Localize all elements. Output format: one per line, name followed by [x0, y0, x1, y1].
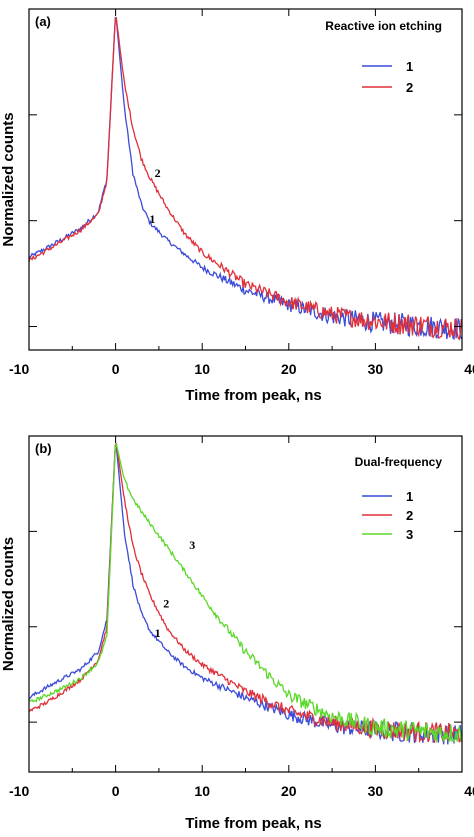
chart2-legend-label-2: 2	[406, 508, 413, 523]
chart2-x-tick-label: 20	[281, 783, 297, 799]
chart2-legend-label-3: 3	[406, 527, 413, 542]
chart2-series-3-line	[29, 443, 462, 743]
chart2-x-tick-label: 40	[464, 783, 474, 799]
chart1-x-tick-label: 40	[464, 361, 474, 377]
chart2-x-tick-label: -10	[9, 783, 29, 799]
chart1-curve-label-2: 2	[155, 166, 161, 180]
chart1-panel-label: (a)	[35, 14, 51, 29]
chart1-legend-label-2: 2	[406, 80, 413, 95]
chart2-curve-label-3: 3	[189, 538, 195, 552]
chart2-x-axis-title: Time from peak, ns	[185, 815, 321, 832]
chart2-curve-label-1: 1	[155, 626, 161, 640]
chart1-legend-label-1: 1	[406, 59, 413, 74]
chart2-series-1-line	[29, 444, 462, 745]
chart2-series-2-line	[29, 442, 462, 744]
chart2-legend-title: Dual-frequency	[355, 455, 443, 469]
chart2-panel-label: (b)	[35, 441, 52, 456]
chart1-x-tick-label: 30	[368, 361, 384, 377]
chart2-x-tick-label: 30	[368, 783, 384, 799]
chart1-curve-label-1: 1	[149, 212, 155, 226]
chart2-legend-label-1: 1	[406, 489, 413, 504]
chart2-y-axis-title: Normalized counts	[0, 537, 17, 671]
chart1-x-tick-label: -10	[9, 361, 29, 377]
chart1-series-1-line	[29, 16, 462, 341]
chart1-plot-frame	[28, 8, 463, 351]
chart2-curve-label-2: 2	[163, 596, 169, 610]
chart2-plot-frame	[28, 435, 463, 773]
chart1-x-tick-label: 20	[281, 361, 297, 377]
chart1-x-tick-label: 0	[112, 361, 120, 377]
chart1-series-2-line	[29, 16, 462, 341]
chart1-x-tick-label: 10	[194, 361, 210, 377]
chart1-x-axis-title: Time from peak, ns	[185, 387, 321, 404]
chart1-legend-title: Reactive ion etching	[325, 19, 442, 33]
chart2-x-tick-label: 0	[112, 783, 120, 799]
chart2-x-tick-label: 10	[194, 783, 210, 799]
chart1-y-axis-title: Normalized counts	[0, 112, 17, 246]
